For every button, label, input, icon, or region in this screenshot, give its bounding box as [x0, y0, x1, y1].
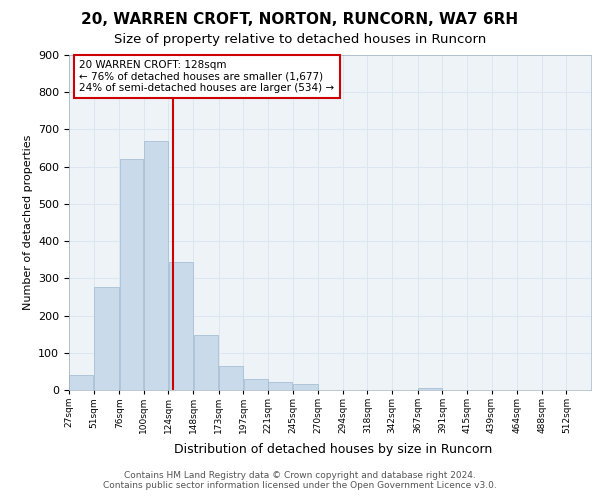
Text: Distribution of detached houses by size in Runcorn: Distribution of detached houses by size … — [174, 442, 492, 456]
Y-axis label: Number of detached properties: Number of detached properties — [23, 135, 32, 310]
Text: 20 WARREN CROFT: 128sqm
← 76% of detached houses are smaller (1,677)
24% of semi: 20 WARREN CROFT: 128sqm ← 76% of detache… — [79, 60, 335, 93]
Bar — [119, 159, 143, 390]
Bar — [169, 262, 193, 390]
Bar — [194, 335, 218, 390]
Bar — [418, 388, 442, 390]
Bar — [144, 140, 168, 390]
Bar — [244, 379, 268, 390]
Bar — [70, 375, 93, 390]
Text: Contains HM Land Registry data © Crown copyright and database right 2024.
Contai: Contains HM Land Registry data © Crown c… — [103, 470, 497, 490]
Bar — [268, 382, 292, 390]
Bar — [94, 286, 119, 390]
Bar — [293, 384, 318, 390]
Text: 20, WARREN CROFT, NORTON, RUNCORN, WA7 6RH: 20, WARREN CROFT, NORTON, RUNCORN, WA7 6… — [82, 12, 518, 28]
Bar — [219, 366, 243, 390]
Text: Size of property relative to detached houses in Runcorn: Size of property relative to detached ho… — [114, 32, 486, 46]
